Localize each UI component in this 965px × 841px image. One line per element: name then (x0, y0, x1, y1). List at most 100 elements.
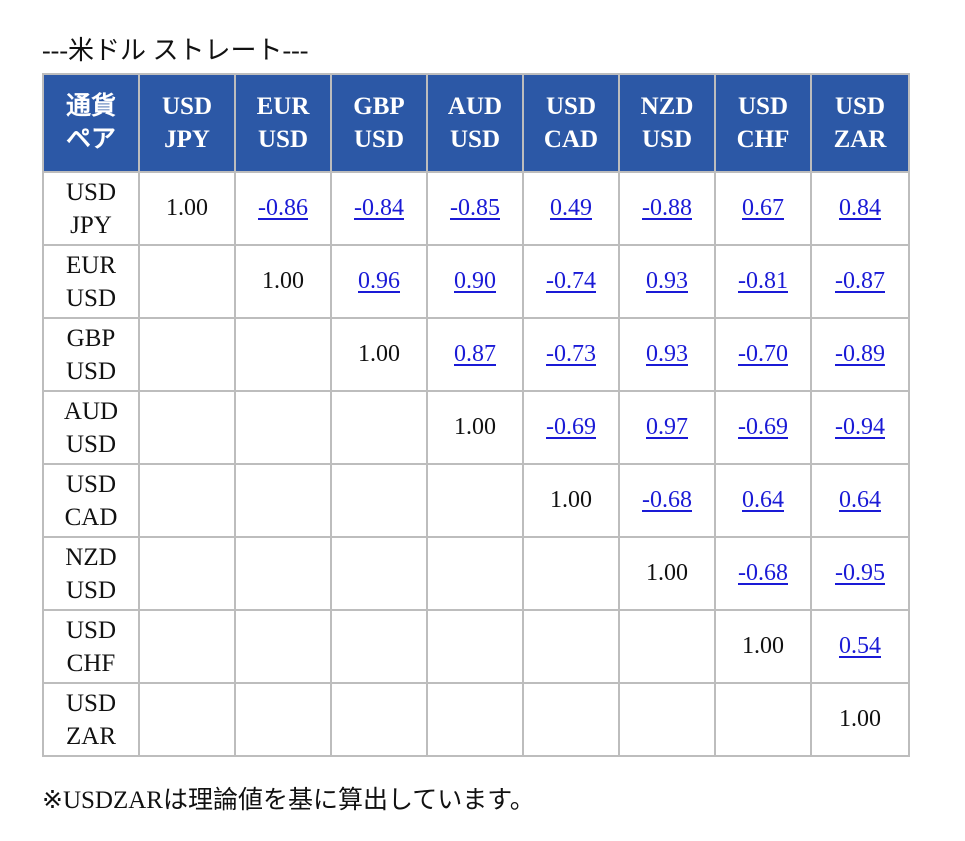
empty-cell (618, 609, 716, 684)
correlation-cell: 0.87 (426, 317, 524, 392)
self-correlation-value: 1.00 (262, 268, 304, 294)
column-header-usdcad: USD CAD (522, 73, 620, 173)
correlation-link[interactable]: 0.97 (646, 414, 688, 440)
correlation-cell: 0.97 (618, 390, 716, 465)
correlation-link[interactable]: -0.70 (738, 341, 788, 367)
empty-cell (330, 463, 428, 538)
correlation-link[interactable]: -0.84 (354, 195, 404, 221)
row-header-line: USD (65, 178, 116, 206)
column-header-line: EUR (256, 93, 310, 120)
correlation-link[interactable]: 0.84 (839, 195, 881, 221)
table-row: USD ZAR 1.00 (42, 682, 910, 757)
correlation-cell: -0.74 (522, 244, 620, 319)
column-header-line: USD (641, 126, 692, 153)
correlation-link[interactable]: 0.54 (839, 633, 881, 659)
correlation-cell: -0.68 (618, 463, 716, 538)
correlation-link[interactable]: 0.67 (742, 195, 784, 221)
column-header-line: AUD (447, 93, 503, 120)
empty-cell (234, 463, 332, 538)
correlation-link[interactable]: 0.64 (839, 487, 881, 513)
correlation-link[interactable]: -0.88 (642, 195, 692, 221)
row-header-usdchf: USD CHF (42, 609, 140, 684)
correlation-link[interactable]: 0.90 (454, 268, 496, 294)
correlation-link[interactable]: -0.86 (258, 195, 308, 221)
empty-cell (138, 463, 236, 538)
correlation-link[interactable]: -0.68 (738, 560, 788, 586)
empty-cell (426, 682, 524, 757)
row-header-nzdusd: NZD USD (42, 536, 140, 611)
correlation-cell: 0.93 (618, 317, 716, 392)
correlation-link[interactable]: -0.89 (835, 341, 885, 367)
correlation-link[interactable]: -0.74 (546, 268, 596, 294)
table-row: GBP USD 1.00 0.87 -0.73 0.93 -0.70 -0.89 (42, 317, 910, 392)
column-header-audusd: AUD USD (426, 73, 524, 173)
self-correlation-cell: 1.00 (138, 171, 236, 246)
column-header-usdzar: USD ZAR (810, 73, 910, 173)
correlation-link[interactable]: 0.93 (646, 268, 688, 294)
self-correlation-value: 1.00 (550, 487, 592, 513)
self-correlation-value: 1.00 (454, 414, 496, 440)
empty-cell (138, 682, 236, 757)
correlation-link[interactable]: 0.64 (742, 487, 784, 513)
correlation-link[interactable]: -0.81 (738, 268, 788, 294)
row-header-audusd: AUD USD (42, 390, 140, 465)
row-header-usdjpy: USD JPY (42, 171, 140, 246)
empty-cell (426, 463, 524, 538)
correlation-cell: 0.96 (330, 244, 428, 319)
empty-cell (330, 536, 428, 611)
column-header-line: CHF (736, 126, 790, 153)
column-header-nzdusd: NZD USD (618, 73, 716, 173)
column-header-line: GBP (353, 93, 405, 120)
row-header-line: ZAR (66, 722, 116, 750)
correlation-cell: -0.94 (810, 390, 910, 465)
row-header-line: USD (65, 357, 116, 385)
row-header-line: USD (65, 616, 116, 644)
column-header-line: NZD (640, 93, 694, 120)
correlation-link[interactable]: -0.68 (642, 487, 692, 513)
self-correlation-value: 1.00 (646, 560, 688, 586)
correlation-link[interactable]: -0.87 (835, 268, 885, 294)
correlation-cell: 0.64 (714, 463, 812, 538)
correlation-link[interactable]: 0.87 (454, 341, 496, 367)
empty-cell (234, 536, 332, 611)
column-header-eurusd: EUR USD (234, 73, 332, 173)
self-correlation-cell: 1.00 (618, 536, 716, 611)
row-header-line: USD (65, 470, 116, 498)
correlation-link[interactable]: -0.73 (546, 341, 596, 367)
column-header-line: USD (834, 93, 885, 120)
row-header-line: AUD (63, 397, 119, 425)
row-header-line: JPY (70, 211, 112, 239)
column-header-line: USD (257, 126, 308, 153)
empty-cell (138, 390, 236, 465)
column-header-line: JPY (164, 126, 210, 153)
row-header-line: CAD (64, 503, 118, 531)
column-header-usdchf: USD CHF (714, 73, 812, 173)
correlation-link[interactable]: -0.69 (546, 414, 596, 440)
row-header-usdzar: USD ZAR (42, 682, 140, 757)
correlation-link[interactable]: -0.69 (738, 414, 788, 440)
correlation-table: 通貨 ペア USD JPY EUR USD GBP USD AUD USD USD CAD NZD U… (42, 73, 910, 757)
footnote: ※USDZARは理論値を基に算出しています。 (42, 787, 535, 814)
correlation-link[interactable]: 0.93 (646, 341, 688, 367)
column-header-line: USD (449, 126, 500, 153)
table-body: USD JPY 1.00 -0.86 -0.84 -0.85 0.49 -0.88 0.67 0.… (42, 171, 910, 757)
row-header-line: USD (65, 430, 116, 458)
correlation-link[interactable]: -0.94 (835, 414, 885, 440)
correlation-link[interactable]: 0.96 (358, 268, 400, 294)
correlation-cell: -0.68 (714, 536, 812, 611)
section-title: ---米ドル ストレート--- (42, 36, 309, 65)
self-correlation-value: 1.00 (742, 633, 784, 659)
empty-cell (138, 317, 236, 392)
column-header-line: ZAR (833, 126, 887, 153)
self-correlation-cell: 1.00 (522, 463, 620, 538)
correlation-link[interactable]: -0.95 (835, 560, 885, 586)
correlation-cell: -0.69 (714, 390, 812, 465)
correlation-cell: -0.70 (714, 317, 812, 392)
empty-cell (234, 682, 332, 757)
empty-cell (138, 244, 236, 319)
empty-cell (618, 682, 716, 757)
column-header-line: USD (161, 93, 212, 120)
correlation-link[interactable]: -0.85 (450, 195, 500, 221)
correlation-link[interactable]: 0.49 (550, 195, 592, 221)
header-corner-line: 通貨 (65, 93, 116, 120)
